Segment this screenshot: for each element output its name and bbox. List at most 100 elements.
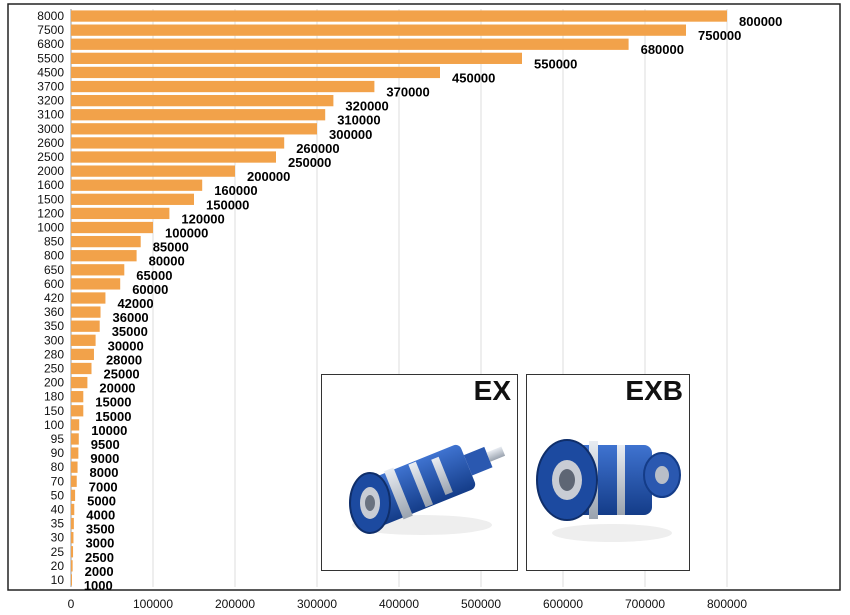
bar (71, 123, 317, 135)
value-label: 42000 (117, 296, 153, 311)
y-tick-label: 280 (44, 347, 64, 361)
value-label: 310000 (337, 113, 380, 128)
y-tick-label: 200 (44, 376, 64, 390)
inset-label-exb: EXB (625, 375, 683, 406)
value-label: 35000 (112, 324, 148, 339)
y-tick-label: 7500 (37, 23, 64, 37)
value-label: 2000 (85, 564, 114, 579)
bar (71, 560, 73, 572)
bar (71, 10, 727, 22)
bar (71, 137, 285, 149)
value-label: 30000 (108, 338, 144, 353)
product-inset-ex: EX (321, 374, 518, 571)
bar (71, 306, 101, 318)
y-tick-label: 5500 (37, 51, 64, 65)
value-label: 100000 (165, 226, 208, 241)
y-tick-label: 250 (44, 361, 64, 375)
value-label: 260000 (296, 141, 339, 156)
value-label: 300000 (329, 127, 372, 142)
value-label: 550000 (534, 56, 577, 71)
bar (71, 24, 686, 36)
y-tick-label: 650 (44, 263, 64, 277)
value-label: 80000 (149, 254, 185, 269)
value-label: 85000 (153, 240, 189, 255)
bar (71, 278, 121, 290)
bar (71, 221, 153, 234)
bar (71, 109, 326, 121)
y-tick-label: 1500 (37, 192, 64, 206)
value-label: 4000 (86, 507, 115, 522)
y-tick-label: 40 (51, 502, 65, 516)
y-tick-label: 30 (51, 531, 65, 545)
bar (71, 94, 334, 107)
y-tick-label: 90 (51, 446, 65, 460)
y-tick-label: 10 (51, 573, 65, 587)
y-tick-label: 3000 (37, 122, 64, 136)
bar (71, 475, 77, 487)
bar (71, 151, 276, 163)
y-tick-label: 3200 (37, 94, 64, 108)
value-label: 15000 (95, 395, 131, 410)
value-label: 250000 (288, 155, 331, 170)
x-tick-label: 100000 (133, 597, 173, 611)
x-tick-label: 400000 (379, 597, 419, 611)
bar (71, 264, 125, 276)
value-label: 65000 (136, 268, 172, 283)
value-label: 150000 (206, 197, 249, 212)
x-tick-label: 300000 (297, 597, 337, 611)
bar (71, 207, 170, 220)
value-label: 120000 (181, 211, 224, 226)
x-tick-labels: 0 100000 200000 300000 400000 500000 600000 700… (68, 597, 748, 611)
value-label: 28000 (106, 352, 142, 367)
value-label: 3500 (86, 522, 115, 537)
y-tick-label: 3100 (37, 108, 64, 122)
bar (71, 546, 74, 558)
value-label: 20000 (99, 381, 135, 396)
y-tick-label: 2000 (37, 164, 64, 178)
y-tick-label: 25 (51, 545, 65, 559)
y-tick-label: 4500 (37, 65, 64, 79)
bar (71, 179, 203, 191)
y-tick-label: 20 (51, 559, 65, 573)
y-tick-label: 300 (44, 333, 64, 347)
bar (71, 80, 375, 93)
bar (71, 320, 100, 332)
y-tick-label: 1200 (37, 206, 64, 220)
y-tick-label: 3700 (37, 80, 64, 94)
x-tick-label: 0 (68, 597, 75, 611)
y-tick-label: 360 (44, 305, 64, 319)
y-tick-label: 850 (44, 235, 64, 249)
bar (71, 433, 79, 445)
bar (71, 250, 137, 262)
value-label: 8000 (90, 465, 119, 480)
bar (71, 165, 235, 177)
x-tick-label: 200000 (215, 597, 255, 611)
bar (71, 447, 79, 459)
value-label: 1000 (84, 578, 113, 593)
product-inset-exb: EXB (526, 374, 690, 571)
y-tick-label: 420 (44, 291, 64, 305)
y-tick-label: 800 (44, 249, 64, 263)
value-label: 25000 (104, 366, 140, 381)
bar (71, 461, 78, 473)
bars (71, 10, 727, 586)
y-tick-label: 1600 (37, 178, 64, 192)
value-label: 15000 (95, 409, 131, 424)
inset-label-ex: EX (473, 375, 511, 406)
bar (71, 503, 75, 516)
chart-frame (7, 3, 841, 591)
value-label: 320000 (345, 99, 388, 114)
x-tick-label: 600000 (543, 597, 583, 611)
y-tick-label: 2600 (37, 136, 64, 150)
value-label: 9000 (90, 451, 119, 466)
bar (71, 489, 76, 502)
value-label: 160000 (214, 183, 257, 198)
value-label: 750000 (698, 28, 741, 43)
bar (71, 419, 80, 431)
value-label: 7000 (89, 479, 118, 494)
bar (71, 391, 84, 403)
value-label: 9500 (91, 437, 120, 452)
value-label: 3000 (85, 536, 114, 551)
y-tick-labels: 8000750068005500450037003200310030002600… (37, 9, 64, 587)
bar (71, 376, 88, 389)
